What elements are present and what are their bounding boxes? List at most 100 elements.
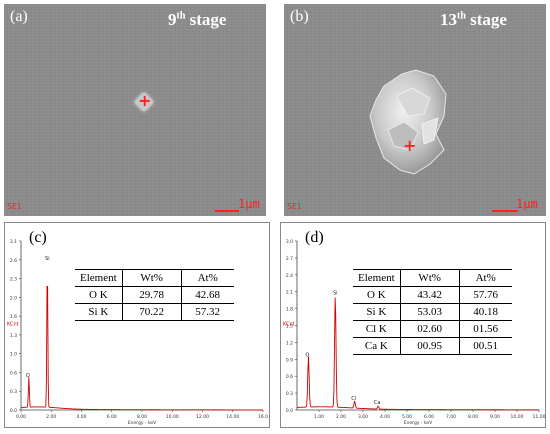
x-tick-label: 4.00 [76,414,86,420]
cell-at: 00.51 [458,337,512,355]
cell-wt: 00.95 [399,337,460,355]
header-element: Element [353,269,401,287]
x-tick-label: 2.00 [46,414,56,420]
x-tick-label: 0.00 [16,414,26,420]
stage-title-a: 9th stage [168,10,226,30]
cell-at: 57.32 [180,303,234,321]
x-tick-label: 5.00 [402,414,412,420]
y-axis-title: KCnt [7,322,19,328]
y-tick-label: 0.3 [286,391,293,397]
cell-element: Cl K [353,320,401,338]
stage-title-b: 13th stage [440,10,507,30]
y-tick-label: 1.5 [286,324,293,330]
cell-wt: 29.78 [121,286,182,304]
x-tick-label: 8.00 [468,414,478,420]
scale-label-b: 1μm [516,197,538,211]
stage-number-a: 9 [168,10,177,29]
cell-wt: 70.22 [121,303,182,321]
y-tick-label: 0.6 [286,374,293,380]
y-tick-label: 2.7 [286,256,293,262]
peak-label-o: O [26,373,30,379]
cell-element: O K [353,286,401,304]
header-wt: Wt% [399,269,460,287]
table-header-row: Element Wt% At% [75,269,234,287]
x-tick-label: 2.00 [336,414,346,420]
x-tick-label: 10.00 [166,414,179,420]
composition-table-c: Element Wt% At% O K 29.78 42.68 Si K 70.… [75,269,234,321]
x-tick-label: 9.00 [490,414,500,420]
peak-label-cl: Cl [351,396,356,402]
y-tick-label: 2.4 [286,273,293,279]
scale-label-a: 1μm [238,197,260,211]
y-tick-label: 1.0 [10,352,17,358]
sem-image-a: (a) 9th stage + SE1 1μm [4,4,266,216]
y-tick-label: 0.0 [286,408,293,414]
cell-wt: 43.42 [399,286,460,304]
x-axis-title: Energy - keV [404,420,433,426]
stage-number-b: 13 [440,10,457,29]
marker-cross-b: + [403,136,417,155]
detector-label-a: SE1 [7,202,22,211]
table-row: O K 29.78 42.68 [75,286,234,304]
cell-wt: 02.60 [399,320,460,338]
y-tick-label: 3.1 [10,239,17,245]
y-tick-label: 1.2 [286,340,293,346]
y-tick-label: 0.9 [286,357,293,363]
header-element: Element [75,269,123,287]
stage-word-a: stage [189,10,227,29]
table-row: Ca K 00.95 00.51 [353,337,512,355]
eds-spectrum-c: 0.0 0.3 0.6 1.0 1.3 1.6 2.0 2.3 2.6 3.1 0.00 2.00 4.… [7,239,268,426]
spectrum-line [296,297,539,411]
table-row: Si K 53.03 40.18 [353,303,512,321]
panel-label-a: (a) [10,8,28,25]
x-tick-label: 10.00 [511,414,524,420]
y-tick-label: 2.6 [10,258,17,264]
y-tick-label: 3.0 [286,239,293,245]
cell-element: Ca K [353,337,401,355]
scale-bar-a [215,210,239,212]
panel-label-b: (b) [290,8,309,25]
detector-label-b: SE1 [287,202,302,211]
peak-label-ca: Ca [374,400,381,406]
x-tick-label: 16.0 [258,414,268,420]
peak-label-o: O [305,352,309,358]
y-tick-label: 0.0 [10,408,17,414]
eds-spectrum-d: 0.0 0.3 0.6 0.9 1.2 1.5 1.8 2.1 2.4 2.7 3.0 1.00 2.0… [283,239,545,426]
x-tick-label: 4.00 [380,414,390,420]
table-header-row: Element Wt% At% [353,269,512,287]
header-wt: Wt% [121,269,182,287]
x-tick-label: 14.00 [226,414,239,420]
x-tick-label: 6.00 [424,414,434,420]
sem-image-b: (b) 13th stage + SE1 1μm [284,4,546,216]
table-row: Si K 70.22 57.32 [75,303,234,321]
stage-suffix-a: th [176,10,186,22]
cell-wt: 53.03 [399,303,460,321]
scale-bar-b [492,210,518,212]
cell-at: 01.56 [458,320,512,338]
peak-label-si: Si [45,256,50,262]
eds-panel-d: (d) 0.0 0.3 0.6 0.9 1.2 1.5 1.8 2.1 2.4 2.7 3.0 1.0… [280,222,546,428]
eds-panel-c: (c) 0.0 0.3 0.6 1.0 1.3 1.6 2.0 2.3 2.6 3.1 0.00 2.… [4,222,270,428]
x-tick-label: 6.00 [107,414,117,420]
y-tick-label: 0.6 [10,370,17,376]
y-tick-label: 2.3 [10,277,17,283]
x-tick-label: 11.00 [533,414,545,420]
y-tick-label: 2.1 [286,290,293,296]
cell-element: Si K [75,303,123,321]
header-at: At% [458,269,512,287]
cell-at: 57.76 [458,286,512,304]
cell-at: 42.68 [180,286,234,304]
cell-element: O K [75,286,123,304]
y-tick-label: 2.0 [10,295,17,301]
particle-large [369,69,447,175]
x-tick-label: 8.00 [137,414,147,420]
y-tick-label: 0.3 [10,389,17,395]
y-tick-label: 1.8 [286,307,293,313]
panel-label-d: (d) [305,229,324,246]
x-tick-label: 1.00 [314,414,324,420]
cell-at: 40.18 [458,303,512,321]
header-at: At% [180,269,234,287]
x-tick-label: 7.00 [446,414,456,420]
table-row: Cl K 02.60 01.56 [353,320,512,338]
cell-element: Si K [353,303,401,321]
